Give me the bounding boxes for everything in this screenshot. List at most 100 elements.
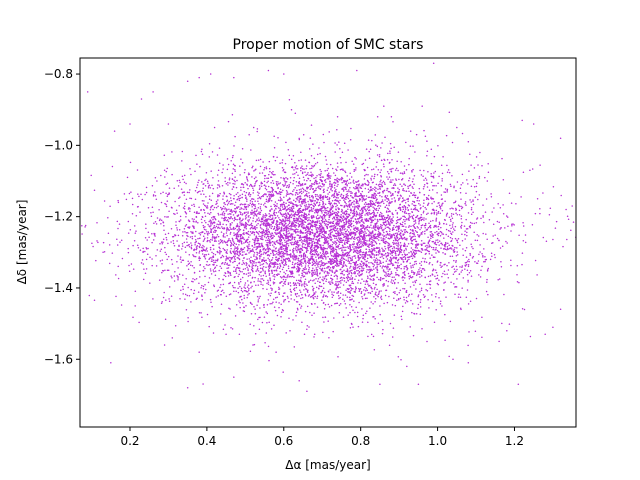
- data-point: [247, 233, 250, 236]
- data-point: [260, 275, 262, 277]
- data-point: [291, 221, 293, 223]
- data-point: [326, 262, 328, 265]
- data-point: [320, 285, 323, 288]
- data-point: [415, 288, 417, 290]
- data-point: [153, 222, 155, 224]
- data-point: [333, 216, 336, 218]
- data-point: [287, 232, 289, 235]
- data-point: [398, 190, 400, 193]
- data-point: [497, 279, 499, 281]
- data-point: [403, 215, 406, 217]
- data-point: [254, 213, 256, 215]
- data-point: [362, 198, 364, 200]
- data-point: [397, 227, 399, 229]
- data-point: [272, 221, 275, 224]
- data-point: [333, 217, 336, 219]
- data-point: [316, 226, 319, 229]
- data-point: [352, 186, 355, 189]
- data-point: [417, 217, 420, 220]
- data-point: [521, 308, 524, 310]
- data-point: [324, 270, 326, 272]
- data-point: [212, 221, 215, 224]
- data-point: [165, 203, 167, 206]
- data-point: [282, 229, 284, 232]
- data-point: [240, 186, 242, 189]
- data-point: [290, 158, 293, 160]
- data-point: [331, 167, 334, 170]
- data-point: [322, 331, 324, 334]
- data-point: [273, 219, 275, 221]
- data-point: [366, 243, 368, 245]
- data-point: [275, 223, 277, 226]
- data-point: [313, 225, 315, 228]
- data-point: [196, 244, 199, 247]
- data-point: [345, 219, 347, 221]
- data-point: [420, 213, 423, 216]
- data-point: [335, 243, 337, 246]
- data-point: [314, 209, 316, 211]
- data-point: [358, 270, 361, 273]
- data-point: [282, 218, 284, 220]
- data-point: [324, 155, 327, 158]
- data-point: [368, 182, 370, 184]
- data-point: [386, 266, 388, 269]
- data-point: [200, 286, 202, 289]
- data-point: [401, 318, 403, 321]
- data-point: [498, 221, 500, 223]
- data-point: [225, 232, 228, 234]
- data-point: [366, 297, 368, 299]
- data-point: [283, 208, 285, 210]
- data-point: [333, 250, 335, 252]
- data-point: [320, 232, 322, 235]
- data-point: [270, 259, 273, 261]
- data-point: [292, 190, 294, 193]
- data-point: [221, 262, 223, 265]
- data-point: [419, 306, 422, 308]
- data-point: [281, 166, 284, 169]
- data-point: [284, 184, 286, 186]
- data-point: [231, 328, 234, 330]
- data-point: [295, 171, 298, 174]
- data-point: [267, 228, 269, 231]
- data-point: [355, 306, 357, 308]
- data-point: [356, 267, 359, 269]
- data-point: [274, 263, 277, 265]
- data-point: [301, 172, 304, 175]
- data-point: [295, 284, 298, 286]
- data-point: [334, 191, 336, 193]
- data-point: [155, 223, 158, 225]
- data-point: [288, 185, 290, 188]
- data-point: [253, 255, 255, 258]
- data-point: [389, 263, 391, 266]
- data-point: [375, 229, 377, 231]
- data-point: [337, 207, 339, 209]
- data-point: [296, 251, 298, 253]
- data-point: [287, 148, 290, 151]
- data-point: [441, 172, 444, 175]
- data-point: [219, 249, 221, 252]
- data-point: [451, 224, 454, 226]
- data-point: [323, 321, 325, 323]
- data-point: [319, 195, 321, 197]
- data-point: [247, 180, 249, 182]
- data-point: [309, 252, 311, 255]
- data-point: [376, 237, 378, 240]
- data-point: [399, 183, 401, 186]
- data-point: [352, 326, 354, 328]
- data-point: [153, 234, 156, 236]
- data-point: [330, 187, 332, 189]
- data-point: [278, 306, 280, 309]
- data-point: [303, 200, 305, 203]
- data-point: [351, 235, 354, 238]
- data-point: [253, 239, 256, 241]
- data-point: [338, 238, 341, 241]
- data-point: [233, 216, 236, 219]
- data-point: [373, 349, 376, 351]
- data-point: [234, 253, 236, 256]
- data-point: [354, 270, 356, 273]
- data-point: [327, 274, 329, 276]
- data-point: [413, 220, 415, 223]
- data-point: [366, 208, 369, 210]
- data-point: [482, 215, 484, 217]
- data-point: [406, 245, 408, 248]
